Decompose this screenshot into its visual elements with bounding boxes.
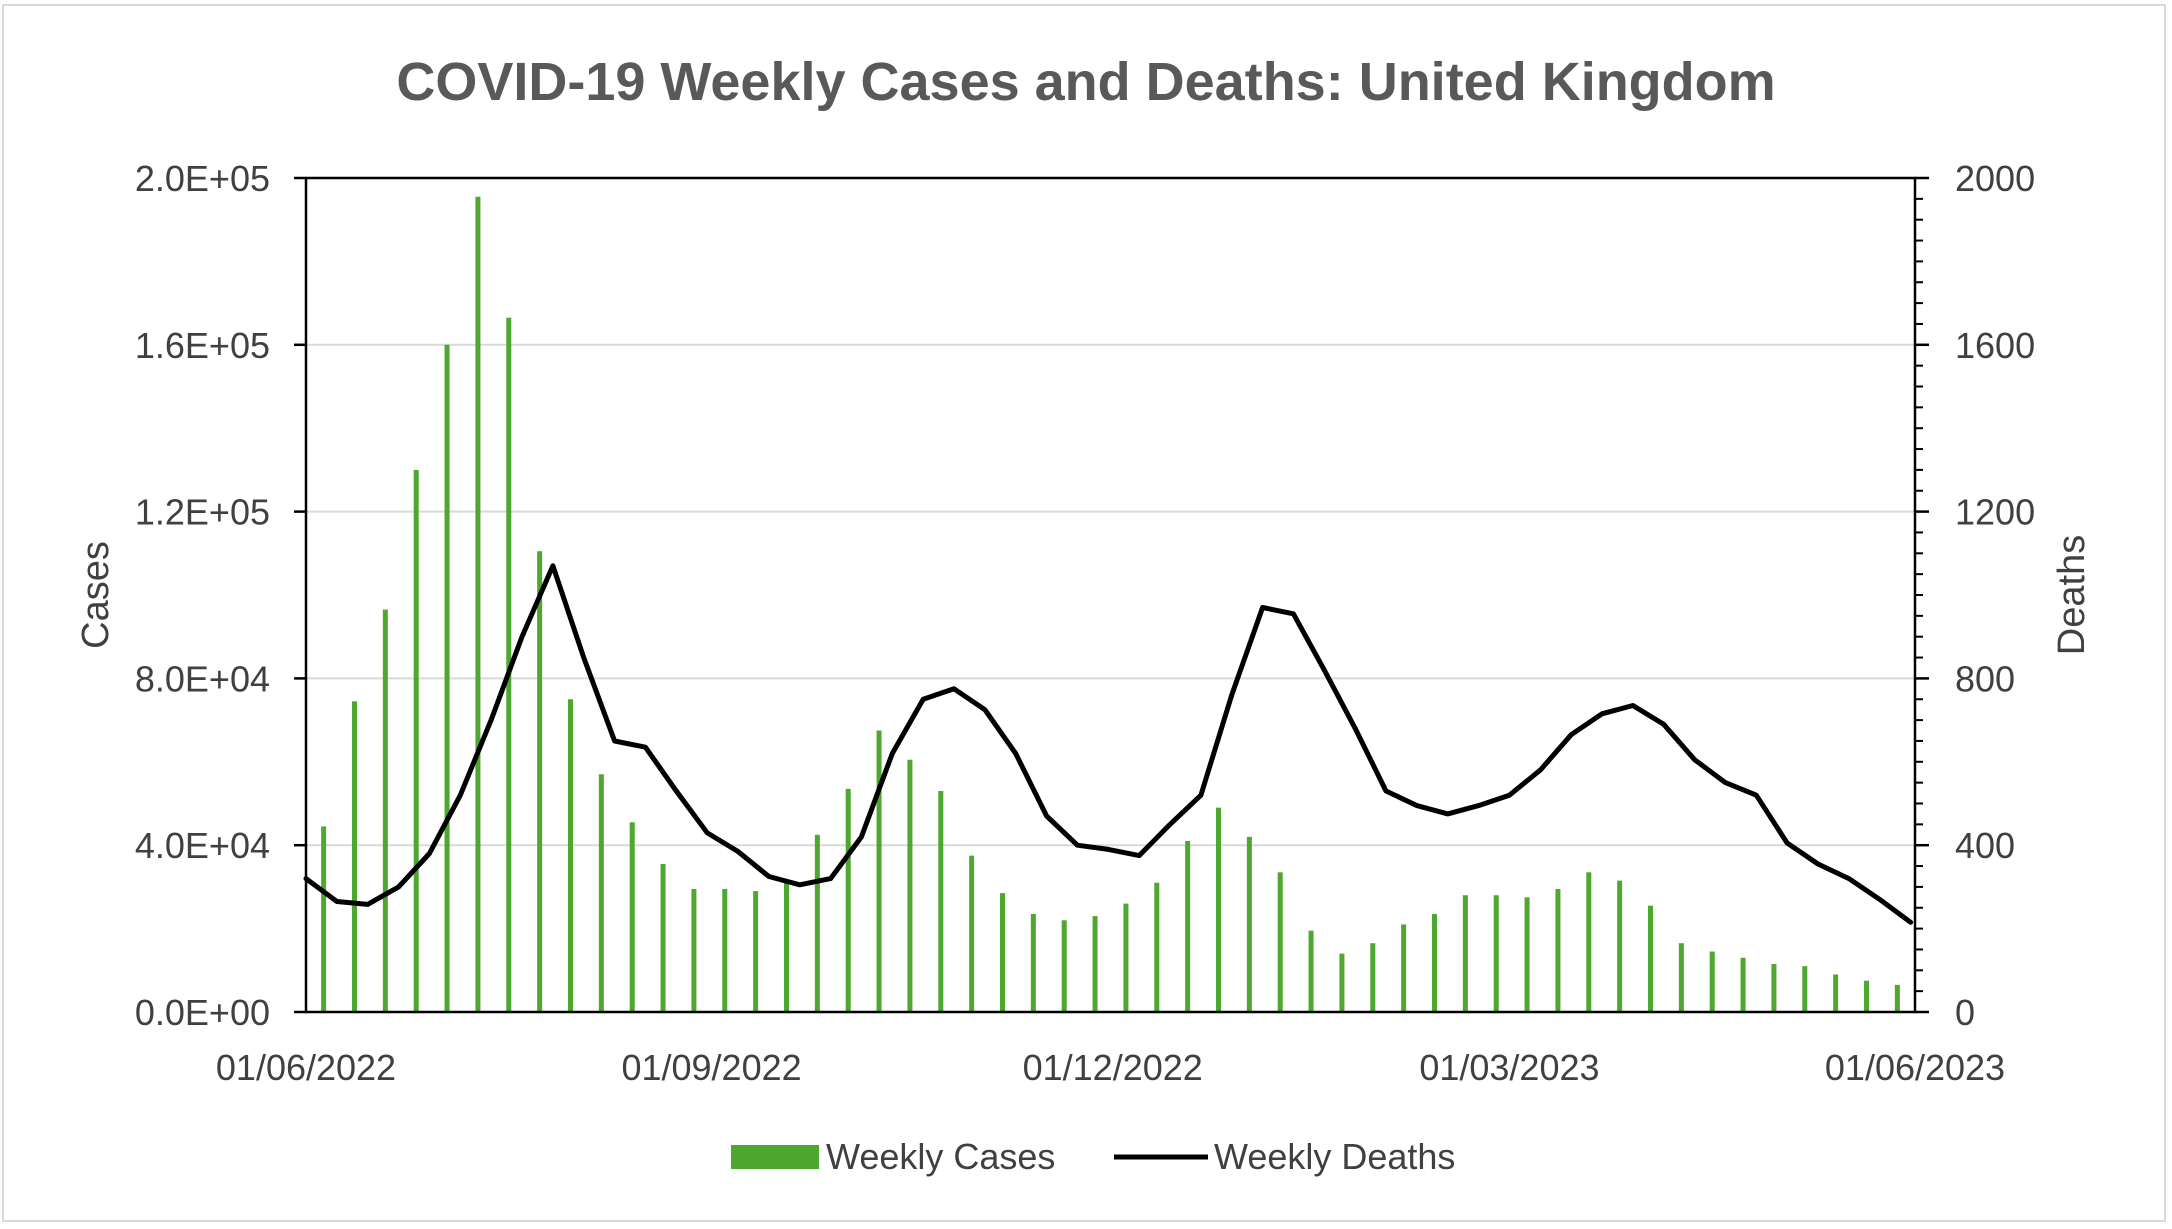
legend-cases-swatch bbox=[731, 1145, 819, 1169]
x-axis-tick-labels: 01/06/2022 01/09/2022 01/12/2022 01/03/2023… bbox=[216, 1047, 2005, 1088]
cases-bar bbox=[876, 730, 882, 1012]
left-tick-label: 4.0E+04 bbox=[135, 825, 270, 866]
cases-bar bbox=[691, 888, 697, 1012]
cases-bar bbox=[475, 196, 481, 1012]
cases-bar bbox=[351, 701, 357, 1012]
left-axis-label: Cases bbox=[75, 541, 117, 649]
cases-bar bbox=[598, 774, 604, 1012]
x-tick-label: 01/06/2023 bbox=[1825, 1047, 2005, 1088]
cases-bar bbox=[1555, 888, 1561, 1012]
cases-bar bbox=[506, 317, 512, 1012]
right-axis-tick-labels: 0 400 800 1200 1600 2000 bbox=[1955, 158, 2035, 1033]
cases-bar bbox=[753, 891, 759, 1012]
cases-bar bbox=[1216, 807, 1222, 1012]
right-tick-label: 800 bbox=[1955, 658, 2015, 699]
right-axis-label: Deaths bbox=[2051, 535, 2093, 655]
cases-bar bbox=[1586, 872, 1592, 1012]
cases-bar bbox=[1185, 841, 1191, 1012]
weekly-cases-bars bbox=[321, 196, 1900, 1012]
cases-bar bbox=[1401, 924, 1407, 1012]
plot-border bbox=[304, 176, 1917, 1014]
cases-bar bbox=[1894, 984, 1900, 1012]
cases-bar bbox=[783, 882, 789, 1012]
chart-frame: COVID-19 Weekly Cases and Deaths: United… bbox=[2, 4, 2166, 1222]
chart-title: COVID-19 Weekly Cases and Deaths: United… bbox=[396, 52, 1775, 112]
legend-deaths-label: Weekly Deaths bbox=[1214, 1136, 1455, 1177]
x-tick-label: 01/12/2022 bbox=[1023, 1047, 1203, 1088]
cases-bar bbox=[1308, 930, 1314, 1012]
left-axis-tick-labels: 0.0E+00 4.0E+04 8.0E+04 1.2E+05 1.6E+05 2.0E+… bbox=[135, 158, 270, 1033]
cases-bar bbox=[321, 826, 327, 1012]
cases-bar bbox=[1246, 836, 1252, 1012]
cases-bar bbox=[1092, 916, 1098, 1012]
gridlines bbox=[306, 343, 1915, 847]
cases-bar bbox=[1864, 980, 1870, 1012]
axis-ticks bbox=[294, 176, 1929, 1014]
cases-bar bbox=[1061, 920, 1067, 1012]
x-tick-label: 01/06/2022 bbox=[216, 1047, 396, 1088]
cases-bar bbox=[814, 834, 820, 1012]
cases-bar bbox=[1833, 974, 1839, 1012]
cases-bar bbox=[537, 551, 543, 1012]
left-tick-label: 2.0E+05 bbox=[135, 158, 270, 199]
cases-bar bbox=[1339, 953, 1345, 1012]
cases-bar bbox=[413, 469, 419, 1012]
cases-bar bbox=[382, 609, 388, 1012]
cases-bar bbox=[629, 822, 635, 1012]
cases-bar bbox=[1370, 943, 1376, 1012]
legend: Weekly Cases Weekly Deaths bbox=[731, 1136, 1455, 1177]
right-tick-label: 2000 bbox=[1955, 158, 2035, 199]
weekly-deaths-line bbox=[303, 563, 1914, 925]
cases-bar bbox=[1493, 895, 1499, 1012]
cases-bar bbox=[1802, 966, 1808, 1012]
left-tick-label: 8.0E+04 bbox=[135, 658, 270, 699]
cases-bar bbox=[1524, 897, 1530, 1012]
covid-chart: COVID-19 Weekly Cases and Deaths: United… bbox=[75, 52, 2093, 1177]
cases-bar bbox=[1709, 951, 1715, 1012]
cases-bar bbox=[999, 893, 1005, 1012]
cases-bar bbox=[845, 788, 851, 1012]
cases-bar bbox=[1678, 943, 1684, 1012]
left-tick-label: 1.2E+05 bbox=[135, 492, 270, 533]
cases-bar bbox=[1617, 880, 1623, 1012]
cases-bar bbox=[969, 855, 975, 1012]
cases-bar bbox=[1277, 872, 1283, 1012]
cases-bar bbox=[907, 759, 913, 1012]
x-tick-label: 01/09/2022 bbox=[621, 1047, 801, 1088]
legend-cases-label: Weekly Cases bbox=[826, 1136, 1055, 1177]
cases-bar bbox=[722, 888, 728, 1012]
cases-bar bbox=[444, 344, 450, 1012]
left-tick-label: 1.6E+05 bbox=[135, 325, 270, 366]
right-tick-label: 1200 bbox=[1955, 492, 2035, 533]
left-tick-label: 0.0E+00 bbox=[135, 992, 270, 1033]
cases-bar bbox=[660, 863, 666, 1012]
cases-bar bbox=[567, 699, 573, 1012]
cases-bar bbox=[1771, 964, 1777, 1012]
cases-bar bbox=[1030, 914, 1036, 1012]
cases-bar bbox=[1123, 903, 1129, 1012]
x-tick-label: 01/03/2023 bbox=[1419, 1047, 1599, 1088]
cases-bar bbox=[1462, 895, 1468, 1012]
cases-bar bbox=[1740, 957, 1746, 1012]
right-tick-label: 0 bbox=[1955, 992, 1975, 1033]
cases-bar bbox=[1432, 914, 1438, 1012]
deaths-line-path bbox=[303, 563, 1914, 925]
cases-bar bbox=[1648, 905, 1654, 1012]
right-tick-label: 400 bbox=[1955, 825, 2015, 866]
cases-bar bbox=[1154, 882, 1160, 1012]
right-tick-label: 1600 bbox=[1955, 325, 2035, 366]
cases-bar bbox=[938, 790, 944, 1012]
